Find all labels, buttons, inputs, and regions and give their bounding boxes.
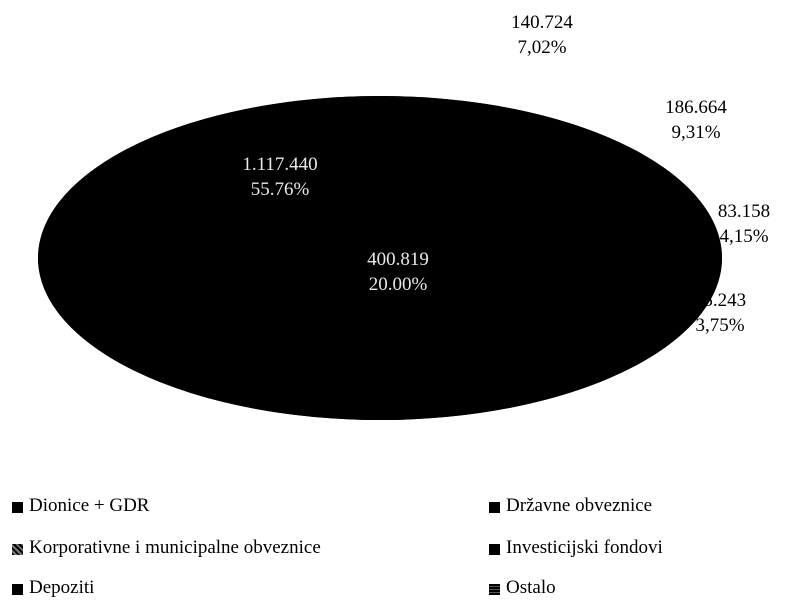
- slice-value-ostalo: 75.243: [693, 290, 747, 311]
- legend-item-depoziti: Depoziti: [12, 576, 94, 600]
- slice-percent-depoziti: 4,15%: [719, 226, 769, 247]
- slice-percent-ostalo: 3,75%: [695, 315, 745, 336]
- pie-slice-2: [97, 118, 380, 259]
- pie-slice-1: [38, 166, 381, 358]
- legend-item-ostalo: Ostalo: [489, 576, 556, 600]
- slice-label-investicijski: 186.664 9,31%: [640, 95, 752, 145]
- slice-label-dionice: 1.117.440 55.76%: [218, 152, 342, 202]
- legend-label: Depoziti: [29, 577, 95, 598]
- slice-value-depoziti: 83.158: [717, 201, 771, 222]
- legend-swatch: [12, 501, 23, 513]
- legend-swatch: [489, 501, 500, 513]
- pie-slice-3: [206, 96, 399, 259]
- pie-slice-5: [380, 103, 559, 259]
- legend-item-drzavne: Državne obveznice: [489, 494, 652, 518]
- slice-percent-dionice: 55.76%: [250, 179, 310, 200]
- legend-swatch-patterned: [12, 543, 23, 555]
- legend-item-korporativne: Korporativne i municipalne obveznice: [12, 536, 321, 560]
- slice-label-depoziti: 83.158 4,15%: [700, 199, 788, 249]
- legend-label: Ostalo: [506, 577, 556, 598]
- legend-label: Dionice + GDR: [29, 495, 150, 516]
- slice-percent-investicijski: 9,31%: [671, 122, 721, 143]
- pie-chart: [38, 96, 723, 421]
- slice-percent-drzavne: 20.00%: [368, 274, 428, 295]
- legend-label: Investicijski fondovi: [506, 537, 663, 558]
- slice-label-drzavne: 400.819 20.00%: [338, 247, 458, 297]
- legend-item-investicijski: Investicijski fondovi: [489, 536, 663, 560]
- chart-legend: Dionice + GDR Državne obveznice Korporat…: [0, 480, 789, 598]
- legend-item-dionice: Dionice + GDR: [12, 494, 149, 518]
- slice-value-drzavne: 400.819: [367, 249, 429, 270]
- legend-swatch: [489, 543, 500, 555]
- legend-swatch-patterned: [489, 583, 500, 595]
- slice-value-korporativne: 140.724: [511, 12, 573, 33]
- legend-label: Korporativne i municipalne obveznice: [29, 537, 321, 558]
- legend-swatch: [12, 583, 23, 595]
- legend-label: Državne obveznice: [506, 495, 653, 516]
- slice-percent-korporativne: 7,02%: [517, 37, 567, 58]
- slice-label-ostalo: 75.243 3,75%: [676, 288, 764, 338]
- pie-slice-4: [380, 96, 486, 258]
- slice-label-korporativne: 140.724 7,02%: [486, 10, 598, 60]
- slice-value-investicijski: 186.664: [665, 97, 727, 118]
- slice-value-dionice: 1.117.440: [242, 154, 318, 175]
- pie-slice-0: [109, 119, 723, 421]
